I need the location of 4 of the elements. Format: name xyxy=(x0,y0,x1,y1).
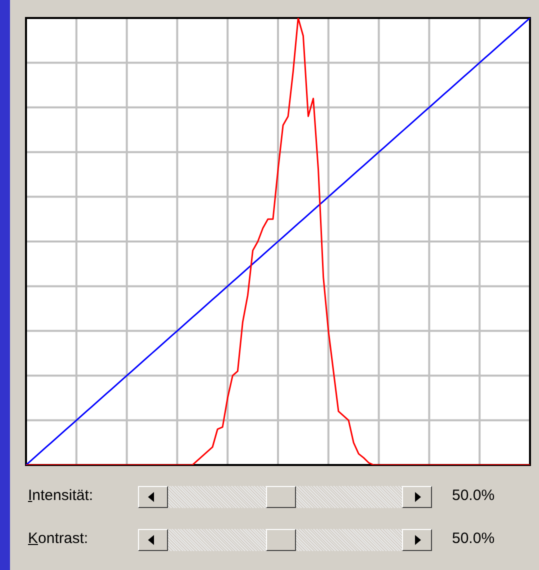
text: 50.0% xyxy=(452,487,495,504)
text: Kontrast: xyxy=(28,530,88,547)
text: 50.0% xyxy=(452,530,495,547)
text: Intensität: xyxy=(28,487,94,504)
